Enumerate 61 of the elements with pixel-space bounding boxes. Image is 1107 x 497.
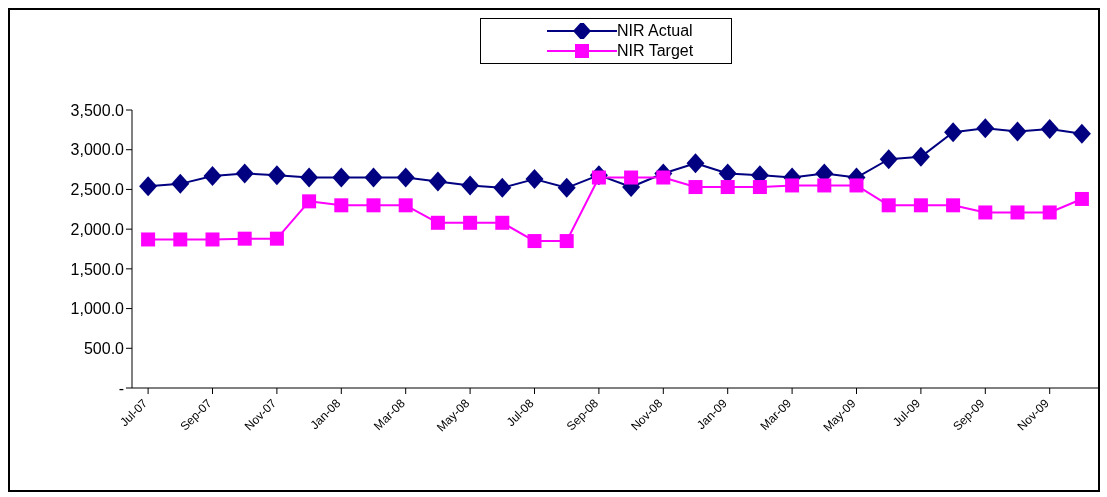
point <box>527 234 542 249</box>
point <box>428 171 447 192</box>
point <box>1010 205 1025 220</box>
point <box>300 167 319 188</box>
point <box>463 215 478 230</box>
point <box>430 215 445 230</box>
point <box>785 178 800 193</box>
point <box>364 167 383 188</box>
point <box>881 198 896 213</box>
point <box>525 169 544 190</box>
point <box>267 165 286 186</box>
point <box>334 198 349 213</box>
point <box>976 118 995 139</box>
point <box>139 176 158 197</box>
point <box>978 205 993 220</box>
point <box>269 231 284 246</box>
point <box>944 122 963 143</box>
point <box>237 231 252 246</box>
y-tick-label: 1,000.0 <box>70 300 125 318</box>
y-tick-label: 2,000.0 <box>70 220 125 238</box>
point <box>1072 123 1091 144</box>
point <box>332 167 351 188</box>
y-tick-label: 2,500.0 <box>70 181 125 199</box>
point <box>495 215 510 230</box>
legend-label: NIR Actual <box>617 22 693 40</box>
y-tick-label: 3,500.0 <box>70 101 125 119</box>
point <box>752 180 767 195</box>
point <box>1042 205 1057 220</box>
point <box>557 177 576 198</box>
point <box>396 167 415 188</box>
point <box>559 234 574 249</box>
point <box>461 175 480 196</box>
point <box>302 194 317 209</box>
point <box>171 173 190 194</box>
point <box>1074 191 1089 206</box>
point <box>1008 121 1027 142</box>
point <box>624 170 639 185</box>
point <box>686 153 705 174</box>
point <box>913 198 928 213</box>
point <box>849 178 864 193</box>
point <box>235 163 254 184</box>
point <box>173 232 188 247</box>
y-tick-label: 500.0 <box>83 339 125 357</box>
point <box>366 198 381 213</box>
y-tick-label: 3,000.0 <box>70 141 125 159</box>
point <box>688 180 703 195</box>
point <box>205 232 220 247</box>
y-tick-label: 1,500.0 <box>70 260 125 278</box>
legend-label: NIR Target <box>617 42 694 60</box>
point <box>493 177 512 198</box>
point <box>911 146 930 167</box>
point <box>203 165 222 186</box>
point <box>141 232 156 247</box>
point <box>817 178 832 193</box>
point <box>1040 119 1059 140</box>
point <box>398 198 413 213</box>
point <box>656 170 671 185</box>
point <box>879 149 898 170</box>
point <box>720 180 735 195</box>
y-tick-label: - <box>118 379 124 397</box>
point <box>946 198 961 213</box>
